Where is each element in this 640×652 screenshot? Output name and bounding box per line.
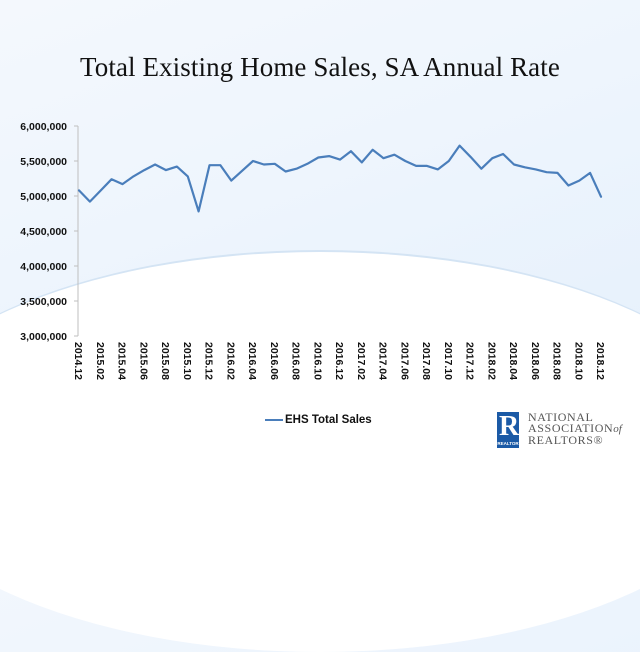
x-tick-label: 2018.04 <box>507 342 519 380</box>
legend: EHS Total Sales <box>265 414 372 426</box>
series-group <box>79 146 601 212</box>
x-tick-label: 2015.06 <box>137 342 149 380</box>
line-chart: 3,000,000 3,500,000 4,000,000 4,500,000 5,00… <box>0 0 640 478</box>
x-tick-label: 2016.06 <box>268 342 280 380</box>
x-tick-label: 2016.08 <box>290 342 302 380</box>
nar-logo: R REALTOR NATIONAL ASSOCIATIONof REALTOR… <box>497 412 622 448</box>
y-tick-label: 4,000,000 <box>20 261 67 273</box>
x-tick-label: 2017.12 <box>464 342 476 380</box>
x-tick-label: 2016.10 <box>311 342 323 380</box>
logo-text: NATIONAL ASSOCIATIONof REALTORS® <box>528 412 622 446</box>
x-tick-label: 2017.10 <box>442 342 454 380</box>
x-tick-label: 2016.12 <box>333 342 345 380</box>
logo-letter: R <box>499 413 517 441</box>
x-tick-label: 2018.06 <box>529 342 541 380</box>
x-tick-label: 2015.12 <box>203 342 215 380</box>
x-tick-label: 2016.02 <box>224 342 236 380</box>
y-tick-label: 3,000,000 <box>20 331 67 343</box>
x-tick-label: 2016.04 <box>246 342 258 380</box>
x-tick-label: 2017.06 <box>398 342 410 380</box>
x-tick-label: 2015.04 <box>116 342 128 380</box>
y-tick-label: 3,500,000 <box>20 296 67 308</box>
legend-swatch <box>265 419 283 421</box>
y-tick-label: 5,500,000 <box>20 156 67 168</box>
realtor-r-logo-icon: R REALTOR <box>497 412 519 448</box>
x-axis: 2014.12 2015.02 2015.04 2015.06 2015.08 2015.… <box>72 342 606 380</box>
y-tick-label: 6,000,000 <box>20 121 67 133</box>
x-tick-label: 2015.02 <box>94 342 106 380</box>
x-tick-label: 2017.02 <box>355 342 367 380</box>
x-tick-label: 2014.12 <box>72 342 84 380</box>
x-tick-label: 2015.10 <box>181 342 193 380</box>
x-tick-label: 2018.10 <box>572 342 584 380</box>
logo-caption: REALTOR <box>497 441 519 446</box>
y-axis: 3,000,000 3,500,000 4,000,000 4,500,000 5,00… <box>20 121 78 343</box>
legend-label: EHS Total Sales <box>285 414 372 426</box>
x-tick-label: 2018.12 <box>594 342 606 380</box>
y-tick-label: 4,500,000 <box>20 226 67 238</box>
x-tick-label: 2018.08 <box>551 342 563 380</box>
series-line-ehs-total-sales <box>79 146 601 212</box>
x-tick-label: 2015.08 <box>159 342 171 380</box>
x-tick-label: 2017.04 <box>377 342 389 380</box>
logo-line-3: REALTORS® <box>528 435 622 446</box>
x-tick-label: 2017.08 <box>420 342 432 380</box>
logo-line-2-suffix: of <box>613 423 622 435</box>
y-tick-label: 5,000,000 <box>20 191 67 203</box>
x-tick-label: 2018.02 <box>485 342 497 380</box>
